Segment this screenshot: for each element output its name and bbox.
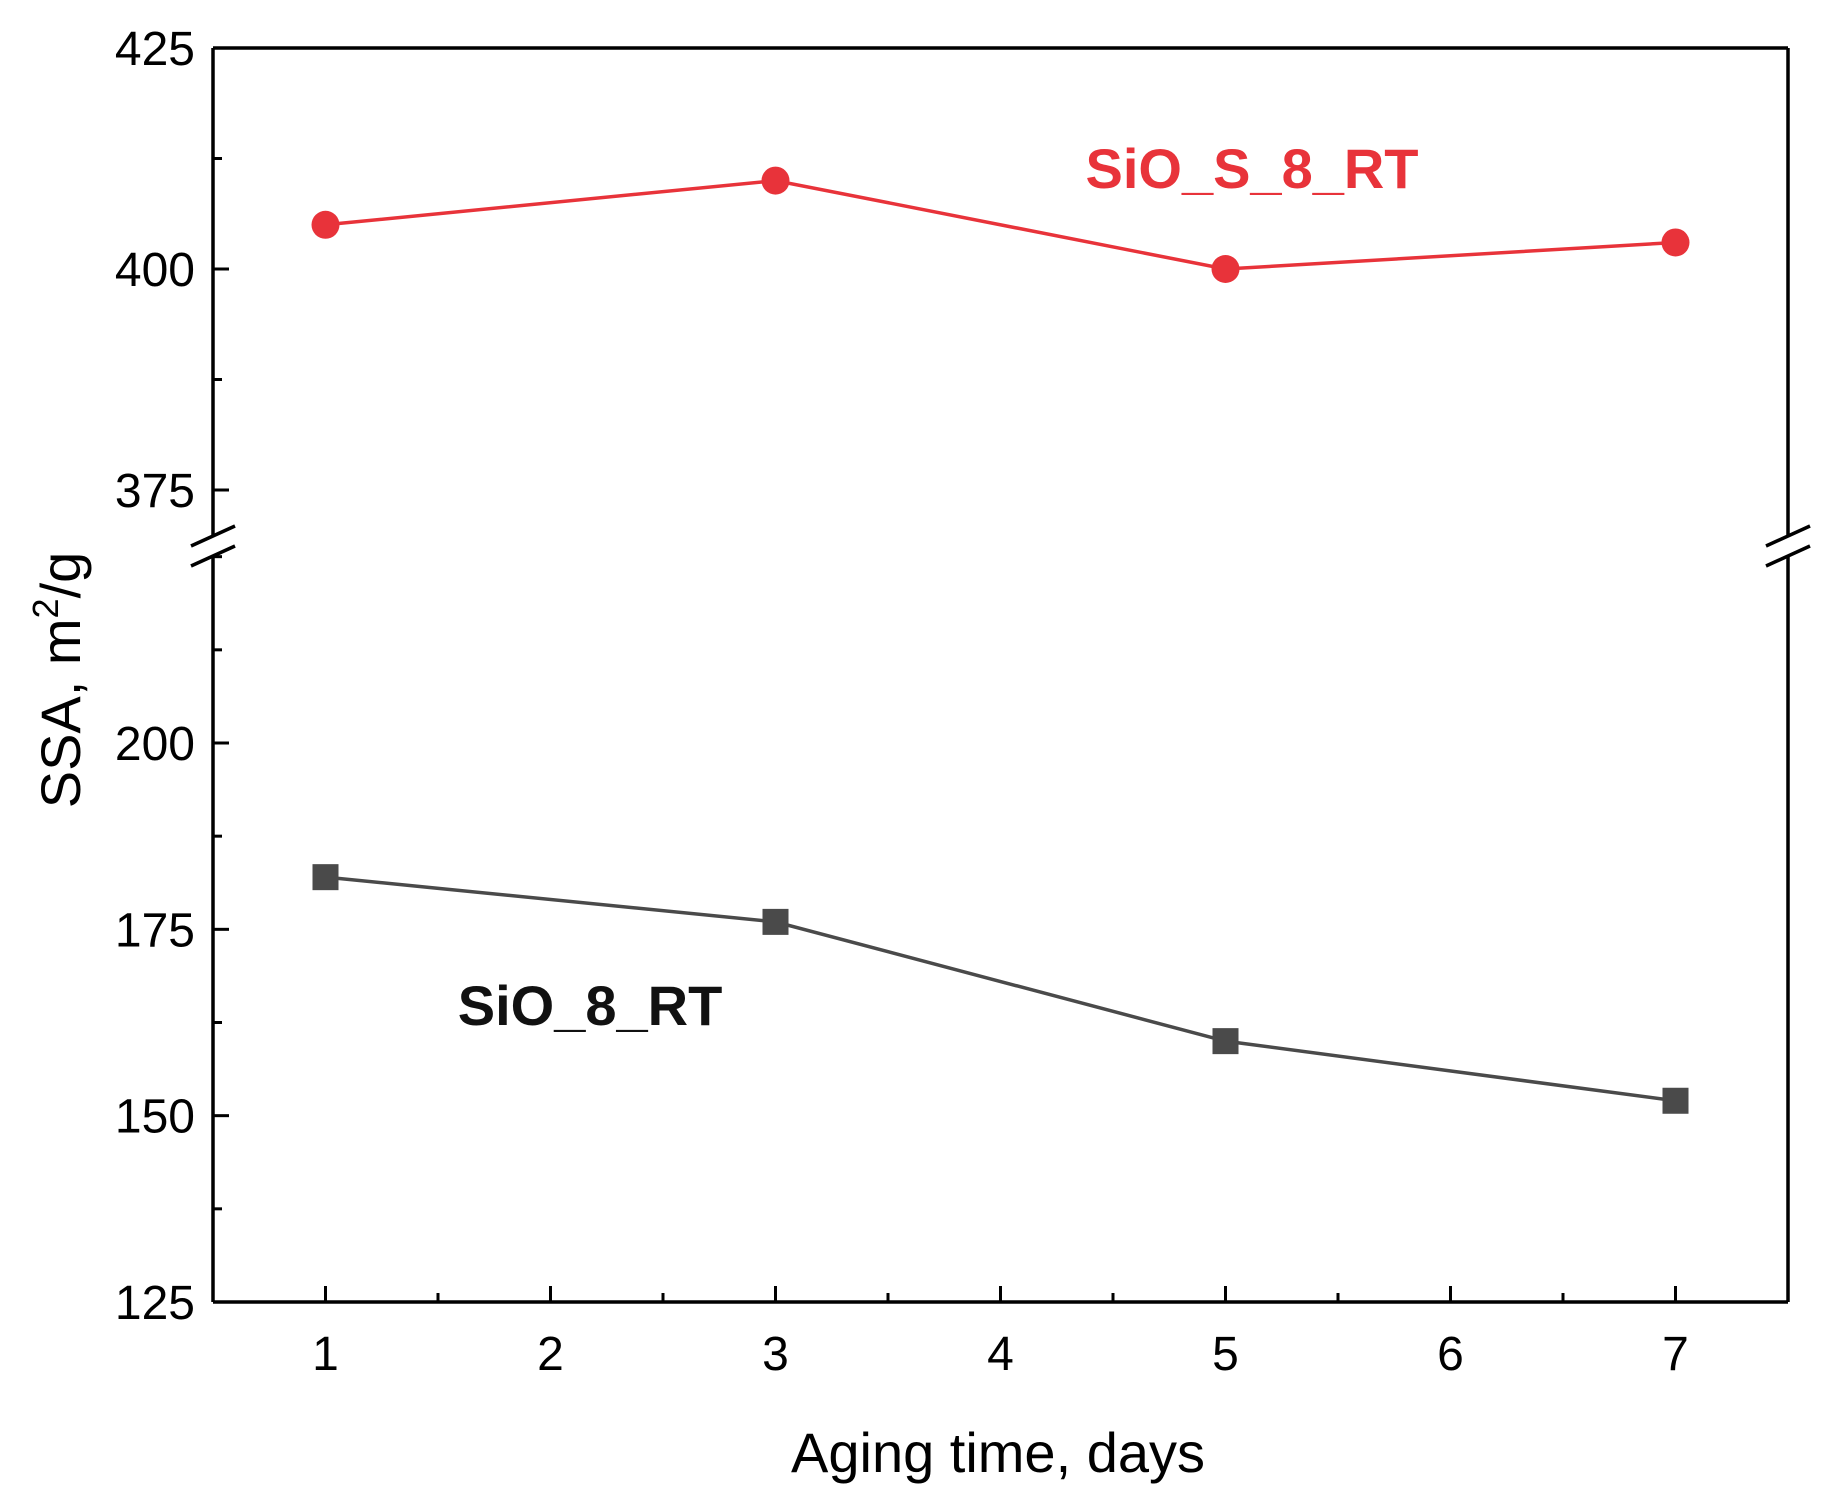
x-tick-label: 1 [312, 1328, 339, 1381]
series-line-0 [325, 178, 1676, 271]
axis-break-mark-right-bottom [1765, 544, 1811, 568]
x-tick-label: 2 [537, 1328, 564, 1381]
y-tick-label: 175 [115, 904, 195, 957]
data-point-0-3 [1661, 228, 1690, 257]
y-tick-label: 125 [115, 1277, 195, 1330]
data-point-1-3 [1662, 1087, 1689, 1114]
axis-break-mark-left-top [190, 524, 236, 548]
x-tick-label: 4 [987, 1328, 1014, 1381]
x-tick-label: 5 [1212, 1328, 1239, 1381]
y-axis-title-tail: /g [29, 552, 92, 599]
series-label-sio-s-8-rt: SiO_S_8_RT [1085, 137, 1418, 200]
x-tick-label: 6 [1437, 1328, 1464, 1381]
data-point-0-2 [1211, 255, 1240, 283]
data-point-0-0 [311, 210, 340, 239]
data-point-1-1 [762, 908, 789, 935]
y-axis-title-main: SSA, m [29, 618, 92, 808]
y-tick-label: 150 [115, 1091, 195, 1144]
y-tick-label: 200 [115, 718, 195, 771]
y-tick-label: 425 [115, 23, 195, 76]
y-tick-label: 400 [115, 244, 195, 297]
x-tick-label: 7 [1662, 1328, 1689, 1381]
series-line-1 [325, 875, 1676, 1103]
x-tick-label: 3 [762, 1328, 789, 1381]
x-axis-title: Aging time, days [791, 1421, 1205, 1484]
data-point-1-2 [1212, 1028, 1239, 1055]
y-axis-title: SSA, m2/g [25, 552, 92, 809]
series-label-sio-8-rt: SiO_8_RT [458, 974, 723, 1037]
axis-break-mark-right-top [1765, 524, 1811, 548]
data-point-0-1 [761, 166, 790, 195]
y-axis-title-superscript: 2 [25, 598, 66, 618]
data-point-1-0 [312, 864, 339, 891]
y-tick-label: 375 [115, 465, 195, 518]
